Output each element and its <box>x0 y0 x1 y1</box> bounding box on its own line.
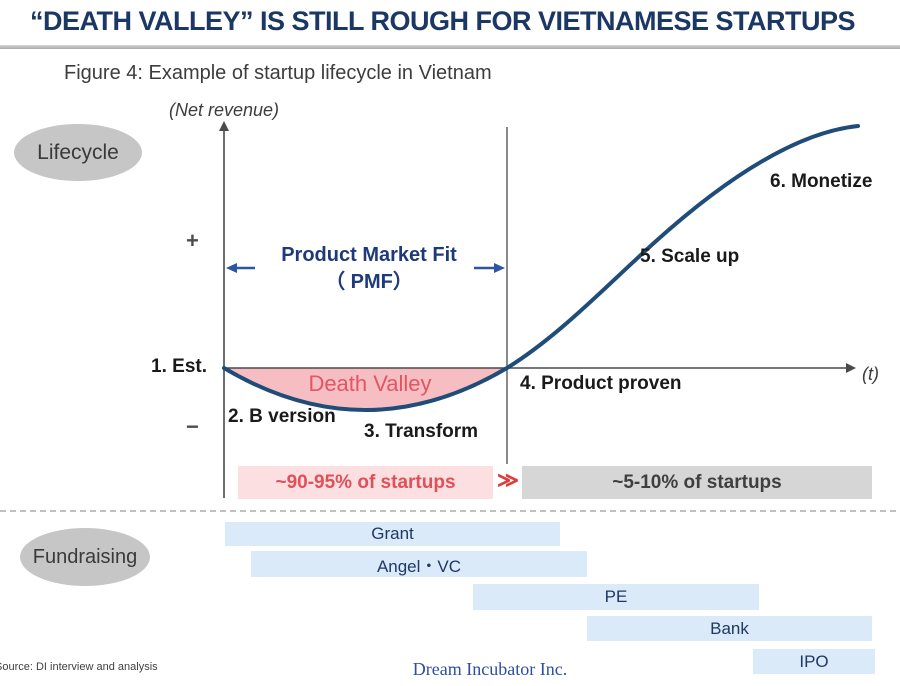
pmf-left-arrowhead-icon <box>226 263 237 273</box>
stage-3-transform: 3. Transform <box>364 421 479 442</box>
death-valley-label: Death Valley <box>308 371 432 396</box>
minus-sign: − <box>186 414 199 439</box>
figure-caption: Figure 4: Example of startup lifecycle i… <box>64 62 492 84</box>
stage-1-est: 1. Est. <box>151 356 207 377</box>
stage-4-product-proven: 4. Product proven <box>520 373 682 394</box>
y-axis-label: (Net revenue) <box>168 100 280 120</box>
fundraising-bar-pe-label: PE <box>604 587 628 606</box>
pmf-subtitle: （ PMF） <box>325 271 413 293</box>
fundraising-bar-bank-label: Bank <box>710 618 749 638</box>
startups-surviving-share-label: ~5-10% of startups <box>612 471 782 493</box>
source-note: Source: DI interview and analysis <box>0 661 158 673</box>
fundraising-bar-angel-vc-label: Angel・VC <box>376 556 462 576</box>
pmf-title: Product Market Fit <box>281 244 457 266</box>
fundraising-bar-pe: PE <box>473 584 759 610</box>
fundraising-bar-ipo-label: IPO <box>799 651 829 671</box>
startups-failing-share-box: ~90-95% of startups <box>238 466 493 499</box>
stage-5-scale-up: 5. Scale up <box>640 246 740 267</box>
pmf-annotation: Product Market Fit （ PMF） <box>238 242 500 296</box>
title-divider <box>0 45 900 49</box>
much-greater-than-icon: ≫ <box>497 469 519 492</box>
lifecycle-section-badge: Lifecycle <box>14 124 142 181</box>
pmf-right-arrowhead-icon <box>494 263 505 273</box>
fundraising-bar-grant: Grant <box>225 522 560 546</box>
lifecycle-curve <box>222 124 860 412</box>
y-axis-arrowhead-icon <box>219 121 229 131</box>
startups-failing-share-label: ~90-95% of startups <box>275 471 456 493</box>
fundraising-bar-ipo: IPO <box>753 649 875 674</box>
fundraising-bar-angel-vc: Angel・VC <box>251 551 587 577</box>
lifecycle-section-label: Lifecycle <box>37 140 119 164</box>
fundraising-section-badge: Fundraising <box>20 528 150 586</box>
stage-6-monetize: 6. Monetize <box>770 171 873 192</box>
x-axis-label: (t) <box>862 364 879 384</box>
slide-title: “DEATH VALLEY” IS STILL ROUGH FOR VIETNA… <box>30 6 856 36</box>
company-name: Dream Incubator Inc. <box>412 659 568 679</box>
fundraising-bar-bank: Bank <box>587 616 872 641</box>
startups-surviving-share-box: ~5-10% of startups <box>522 466 872 499</box>
stage-2-b-version: 2. B version <box>228 406 336 427</box>
fundraising-bar-grant-label: Grant <box>371 524 414 543</box>
x-axis-arrowhead-icon <box>846 363 856 373</box>
fundraising-section-label: Fundraising <box>32 545 138 568</box>
plus-sign: + <box>186 228 199 253</box>
